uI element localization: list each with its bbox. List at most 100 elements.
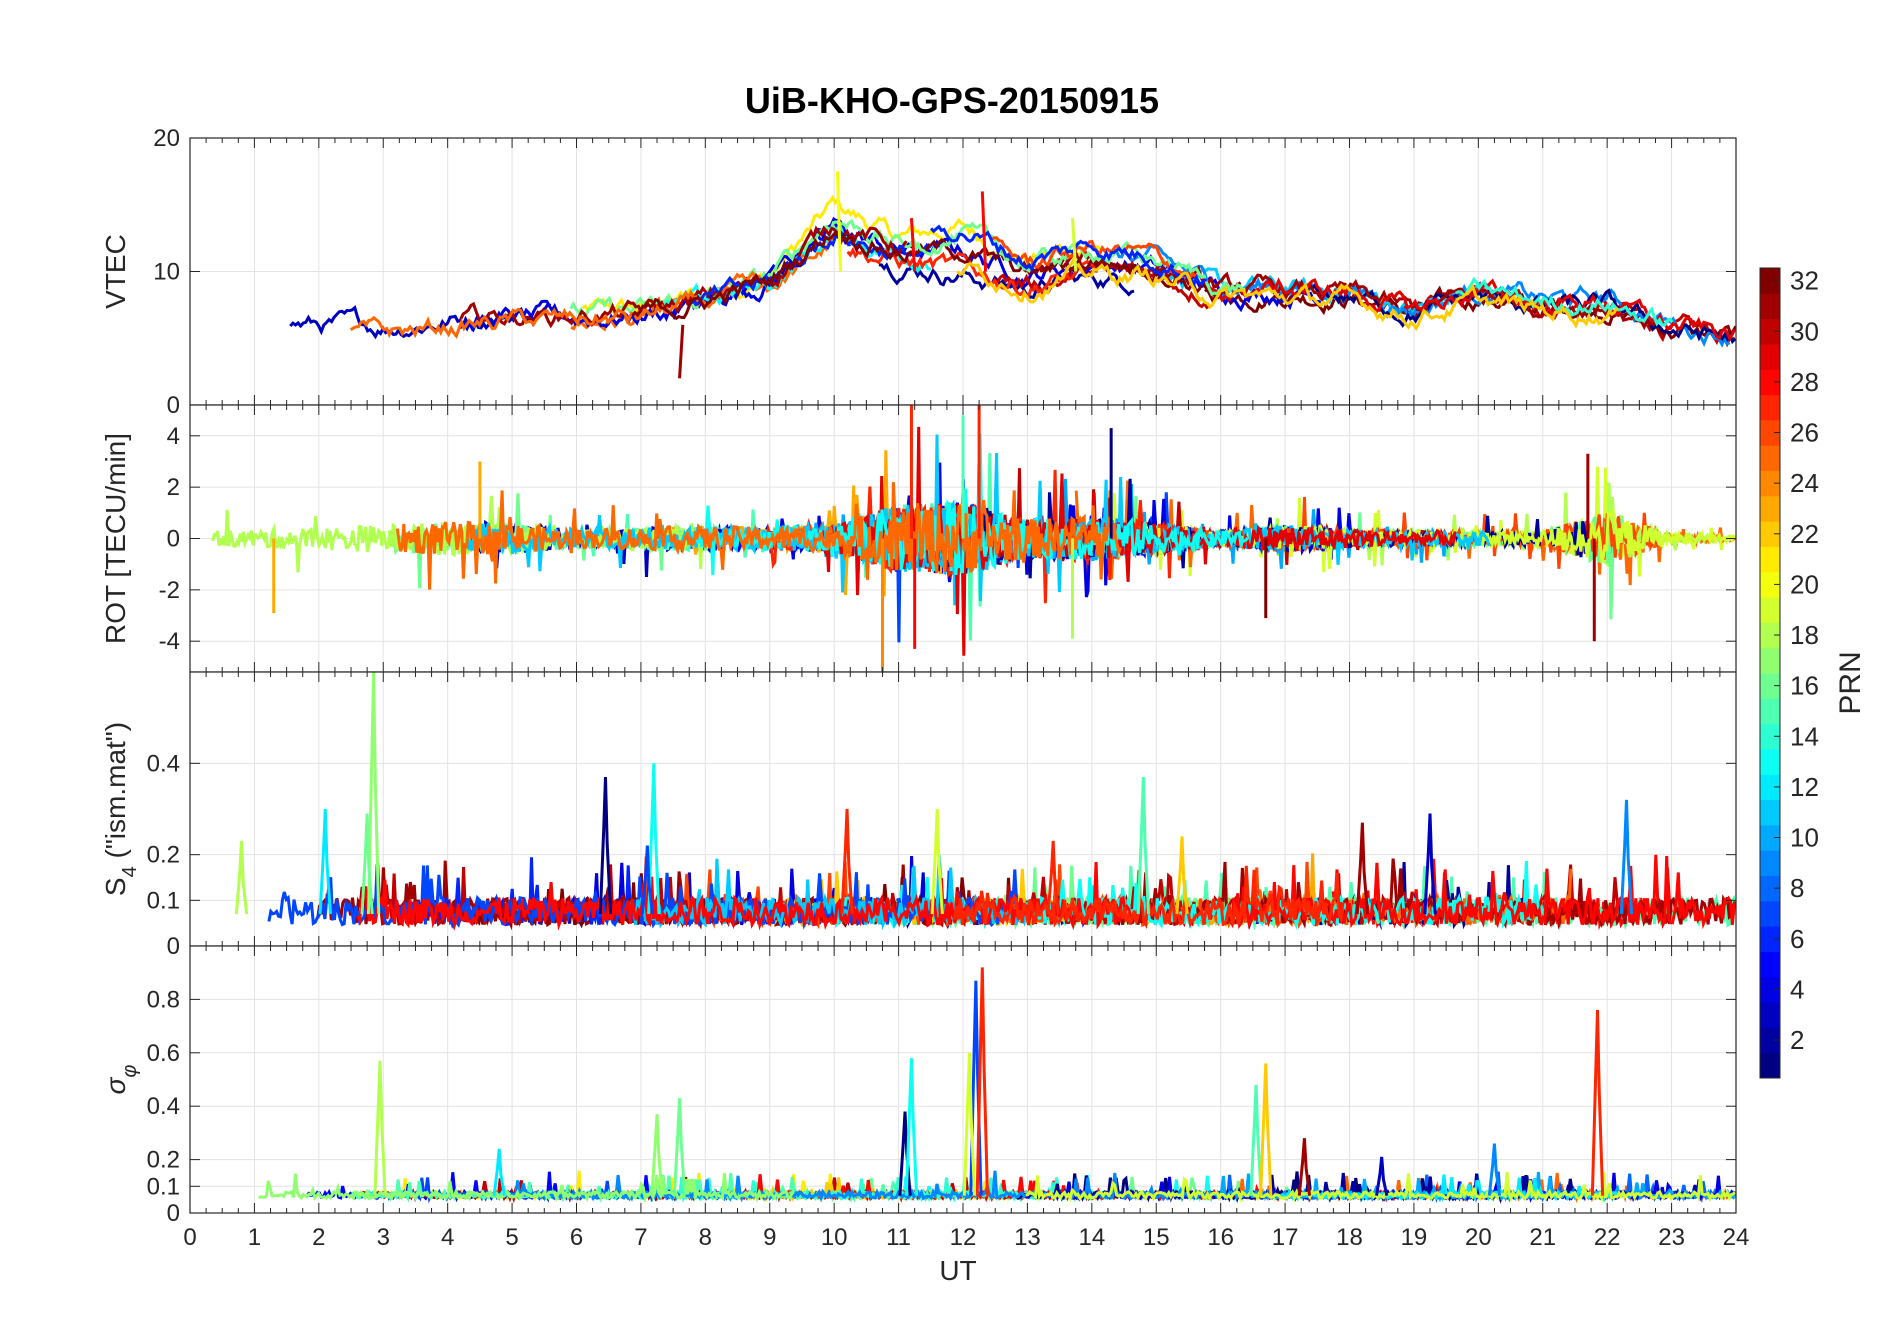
s4-spike <box>318 808 332 915</box>
s4-spike <box>598 776 613 915</box>
y-tick-label: 0.1 <box>147 887 180 914</box>
colorbar-swatch <box>1760 748 1780 775</box>
colorbar-tick-label: 22 <box>1790 519 1819 549</box>
x-tick-label: 17 <box>1272 1224 1299 1251</box>
colorbar-swatch <box>1760 622 1780 649</box>
colorbar-tick-label: 14 <box>1790 721 1819 751</box>
y-axis-label: σφ <box>100 1065 141 1095</box>
s4-spike <box>1046 840 1060 915</box>
colorbar-swatch <box>1760 521 1780 547</box>
x-tick-label: 19 <box>1401 1224 1428 1251</box>
colorbar-swatch <box>1760 1002 1780 1028</box>
colorbar-swatch <box>1760 900 1780 927</box>
sigma-spike <box>650 1114 664 1196</box>
sigma-spike <box>1590 1010 1605 1196</box>
x-tick-label: 5 <box>505 1224 518 1251</box>
colorbar-tick-label: 6 <box>1790 924 1804 954</box>
s4-spike <box>1619 799 1634 915</box>
y-axis-label: S4 ("ism.mat") <box>100 722 141 896</box>
colorbar-swatch <box>1760 419 1780 446</box>
colorbar-tick-label: 16 <box>1790 671 1819 701</box>
vtec-series-prn-22 <box>956 256 1619 332</box>
colorbar-tick-label: 4 <box>1790 974 1804 1004</box>
colorbar-swatch <box>1760 774 1780 801</box>
sigma-spike <box>492 1148 506 1196</box>
x-tick-label: 15 <box>1143 1224 1170 1251</box>
sigma-spike <box>1249 1084 1263 1196</box>
x-tick-label: 14 <box>1078 1224 1105 1251</box>
y-tick-label: -4 <box>159 628 180 655</box>
y-tick-label: 0 <box>167 1200 180 1227</box>
sigma-series-prn-19 <box>1025 1171 1736 1203</box>
vtec-peak <box>1071 218 1078 272</box>
sigma-spike <box>1375 1156 1389 1196</box>
colorbar-swatch <box>1760 976 1780 1003</box>
colorbar-swatch <box>1760 597 1780 623</box>
x-tick-label: 2 <box>312 1224 325 1251</box>
colorbar-tick-label: 2 <box>1790 1025 1804 1055</box>
vtec-series-prn-25 <box>349 270 762 340</box>
x-tick-label: 21 <box>1529 1224 1556 1251</box>
s4-spike <box>640 845 655 915</box>
sigma-spike <box>904 1058 919 1196</box>
colorbar-swatch <box>1760 445 1780 471</box>
y-tick-label: 0.8 <box>147 986 180 1013</box>
series-group <box>257 967 1736 1205</box>
vtec-peak <box>678 324 685 379</box>
x-axis-label: UT <box>939 1255 976 1286</box>
colorbar-swatch <box>1760 546 1780 573</box>
colorbar-swatch <box>1760 571 1780 598</box>
x-tick-label: 22 <box>1594 1224 1621 1251</box>
x-tick-label: 9 <box>763 1224 776 1251</box>
y-tick-label: 0.4 <box>147 1093 180 1120</box>
colorbar-swatch <box>1760 1052 1780 1079</box>
colorbar-swatch <box>1760 926 1780 952</box>
x-tick-label: 0 <box>183 1224 196 1251</box>
colorbar-swatch <box>1760 470 1780 497</box>
x-tick-label: 11 <box>886 1224 911 1251</box>
colorbar-tick-label: 28 <box>1790 367 1819 397</box>
rot-series-prn-25 <box>395 482 1122 590</box>
y-tick-label: 10 <box>153 259 180 286</box>
s4-spike <box>840 808 854 915</box>
colorbar-tick-label: 24 <box>1790 468 1819 498</box>
vtec-series-prn-6 <box>930 224 1207 288</box>
y-tick-label: 0.2 <box>147 1147 180 1174</box>
s4-spike <box>930 808 944 915</box>
series-group <box>211 405 1736 672</box>
sigma-spike <box>373 1060 387 1196</box>
y-tick-label: 0 <box>167 526 180 553</box>
s4-spike <box>366 672 381 915</box>
s4-spike <box>647 763 661 915</box>
sigma-spike <box>672 1098 687 1196</box>
panel-sigma: 00.10.2 0.4 0.6 0.8 σφ <box>100 945 1737 1227</box>
y-tick-label: 0.6 <box>147 1040 180 1067</box>
colorbar-tick-label: 26 <box>1790 418 1819 448</box>
x-tick-label: 20 <box>1465 1224 1492 1251</box>
x-tick-label: 3 <box>377 1224 390 1251</box>
vtec-peak <box>909 218 917 272</box>
y-tick-label: 0.4 <box>147 750 180 777</box>
colorbar-swatch <box>1760 799 1780 826</box>
colorbar-tick-label: 20 <box>1790 569 1819 599</box>
colorbar-tick-label: 10 <box>1790 823 1819 853</box>
s4-spike <box>360 813 374 915</box>
x-tick-label: 18 <box>1336 1224 1363 1251</box>
vtec-peak <box>835 171 843 272</box>
colorbar-tick-label: 18 <box>1790 620 1819 650</box>
colorbar-swatch <box>1760 1027 1780 1054</box>
y-tick-label: -2 <box>159 577 180 604</box>
y-tick-label: 0.2 <box>147 842 180 869</box>
series-group <box>234 672 1736 931</box>
colorbar-swatch <box>1760 394 1780 421</box>
x-tick-label: 7 <box>634 1224 647 1251</box>
colorbar-swatch <box>1760 343 1780 370</box>
panel-vtec: 0 10 20 VTEC <box>100 125 1737 419</box>
colorbar-tick-label: 30 <box>1790 316 1819 346</box>
colorbar-tick-label: 12 <box>1790 772 1819 802</box>
vtec-peak <box>980 191 988 272</box>
s4-spike <box>1136 776 1151 915</box>
colorbar-swatch <box>1760 495 1780 522</box>
colorbar-swatch <box>1760 824 1780 851</box>
